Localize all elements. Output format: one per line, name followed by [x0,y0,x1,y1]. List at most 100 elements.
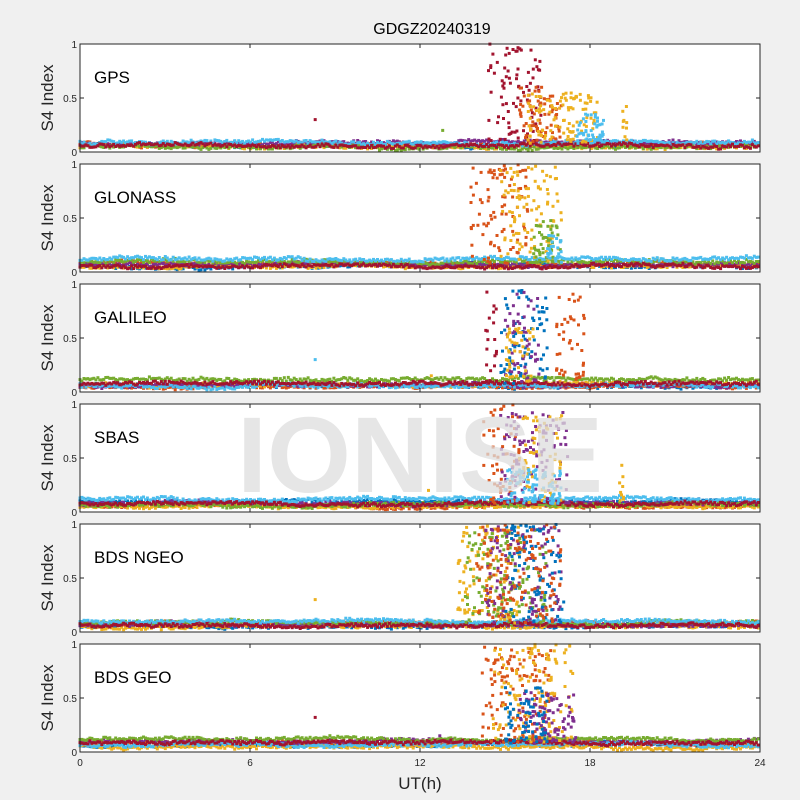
data-point [213,146,217,150]
data-point [455,256,459,260]
data-point [348,263,352,267]
data-point [253,143,256,147]
data-point [695,142,699,146]
data-point [597,135,601,139]
data-point [578,260,582,264]
data-point [492,71,496,75]
data-point [742,139,746,143]
data-point [539,102,543,106]
y-tick-label: 0 [71,148,77,159]
data-point [663,258,667,262]
data-point [223,264,227,268]
data-point [96,261,100,264]
data-point [562,258,566,262]
data-point [723,257,727,261]
data-point [399,142,403,146]
data-point [713,255,717,259]
data-point [264,260,268,264]
data-point [358,264,362,268]
data-point [157,265,161,269]
data-point [209,144,213,148]
data-point [502,145,506,149]
data-point [209,141,213,145]
data-point [530,142,534,146]
data-point [237,262,241,266]
data-point [572,141,576,145]
data-point [610,257,613,261]
data-point [185,258,189,261]
data-point [120,255,124,259]
data-point [520,147,524,151]
data-point [433,146,437,150]
data-point [709,142,713,146]
data-point [385,139,389,143]
data-point [551,107,555,111]
data-point [324,140,328,144]
data-point [106,266,110,270]
data-point [453,143,457,147]
data-point [550,104,554,108]
data-point [425,258,429,262]
data-point [479,139,483,143]
data-point [463,257,467,260]
data-point [215,143,219,147]
data-point [524,255,528,259]
data-point [578,92,582,96]
data-point [497,262,500,266]
data-point [701,144,705,148]
data-point [177,264,181,268]
data-point [655,256,659,260]
data-point [453,262,457,266]
data-point [259,147,262,151]
data-point [231,140,235,144]
data-point [429,263,433,267]
data-point [130,256,134,260]
data-point [431,144,435,148]
data-point [195,265,199,269]
data-point [385,145,389,149]
data-point [330,257,334,261]
data-point [251,264,255,268]
data-point [207,263,211,266]
data-point [614,257,617,261]
data-point [687,142,691,146]
data-point [399,146,403,150]
data-point [407,265,411,269]
data-point [725,261,729,265]
data-point [620,144,623,148]
data-point [397,264,401,268]
data-point [534,142,538,146]
data-point [526,266,530,269]
data-point [328,260,332,264]
data-point [94,260,98,264]
data-point [328,140,332,144]
data-point [342,263,346,267]
data-point [393,149,397,153]
data-point [203,144,207,148]
data-point [245,142,249,146]
data-point [693,263,697,266]
data-point [453,264,457,268]
data-point [489,254,493,258]
data-point [610,266,613,270]
data-point [661,257,665,261]
data-point [520,86,523,90]
data-point [501,266,504,270]
data-point [589,113,593,117]
data-point [389,258,393,262]
data-point [403,258,407,262]
data-point [550,141,554,144]
data-point [524,136,527,140]
data-point [370,146,374,150]
data-point [80,265,84,269]
data-point [90,266,94,270]
data-point [249,256,253,260]
data-point [552,143,556,146]
data-point [382,260,385,264]
data-point [255,264,258,268]
data-point [316,261,320,265]
data-point [294,139,298,143]
data-point [433,143,437,147]
data-point [589,99,593,103]
data-point [193,256,197,260]
